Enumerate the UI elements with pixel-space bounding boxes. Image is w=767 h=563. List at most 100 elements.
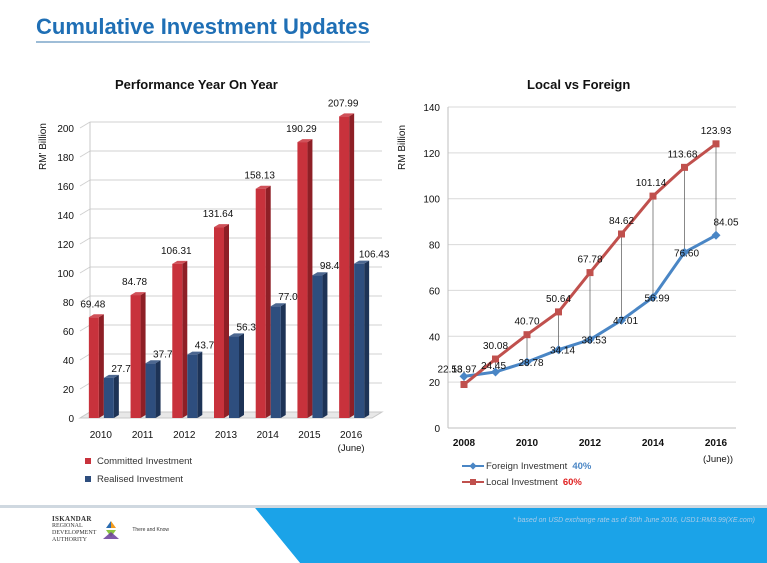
bar-ytick-label: 180 bbox=[57, 153, 74, 164]
bar-ytick-label: 200 bbox=[57, 124, 74, 135]
foreign-share: 40% bbox=[572, 460, 592, 472]
local-data-label: 113.68 bbox=[668, 149, 698, 160]
local-data-label: 50.64 bbox=[546, 294, 571, 305]
foreign-point bbox=[522, 357, 532, 367]
bar-ytick-label: 120 bbox=[57, 240, 74, 251]
realised-bar-side bbox=[197, 351, 203, 418]
line-ytick-label: 20 bbox=[429, 378, 441, 389]
local-point bbox=[681, 163, 688, 171]
line-ytick-label: 80 bbox=[429, 241, 441, 252]
bar-xtick-label: 2013 bbox=[215, 430, 238, 441]
committed-swatch bbox=[85, 458, 91, 464]
committed-bar-top bbox=[297, 139, 313, 143]
realised-bar-side bbox=[364, 260, 370, 418]
realised-bar-side bbox=[322, 272, 328, 418]
realised-data-label: 56.32 bbox=[236, 322, 261, 333]
bar-xtick-sublabel: (June) bbox=[338, 443, 365, 454]
bar-xtick-label: 2014 bbox=[257, 430, 280, 441]
committed-bar-top bbox=[130, 292, 146, 296]
bar-xtick-label: 2012 bbox=[173, 430, 196, 441]
realised-data-label: 37.75 bbox=[153, 349, 178, 360]
legend-item-foreign: Foreign Investment 40% bbox=[462, 458, 591, 474]
committed-bar-side bbox=[182, 260, 188, 418]
page-title: Cumulative Investment Updates bbox=[36, 14, 370, 39]
local-point bbox=[523, 331, 531, 339]
line-xtick-label: 2014 bbox=[642, 438, 665, 449]
realised-bar bbox=[354, 263, 365, 418]
foreign-point bbox=[617, 315, 626, 325]
realised-swatch bbox=[85, 476, 91, 482]
foreign-data-label: 76.60 bbox=[674, 248, 699, 259]
realised-bar-top bbox=[312, 272, 328, 276]
local-data-label: 101.14 bbox=[636, 178, 667, 189]
committed-bar-top bbox=[172, 260, 188, 264]
line-xtick-label: 2008 bbox=[453, 438, 476, 449]
realised-bar bbox=[145, 363, 156, 418]
foreign-point bbox=[648, 292, 658, 302]
foreign-point bbox=[585, 335, 595, 345]
bar-chart-title: Performance Year On Year bbox=[115, 77, 278, 92]
bar-grid-side bbox=[79, 324, 91, 332]
realised-data-label: 43.70 bbox=[195, 341, 220, 352]
local-point bbox=[712, 140, 720, 148]
logo-subtitle-2: DEVELOPMENT bbox=[52, 530, 97, 536]
committed-data-label: 190.29 bbox=[286, 124, 317, 135]
logo-subtitle-1: REGIONAL bbox=[52, 523, 83, 529]
logo-mark-icon bbox=[103, 521, 120, 539]
committed-data-label: 69.48 bbox=[80, 299, 105, 310]
committed-bar-side bbox=[307, 139, 313, 418]
bar-grid-side bbox=[79, 382, 91, 390]
committed-bar-side bbox=[140, 292, 146, 418]
local-share: 60% bbox=[562, 476, 582, 488]
bar-ytick-label: 80 bbox=[63, 298, 75, 309]
realised-bar bbox=[270, 306, 281, 418]
foreign-data-label: 84.05 bbox=[713, 217, 738, 228]
footer-divider bbox=[0, 505, 767, 508]
bar-grid-side bbox=[79, 179, 91, 187]
bar-ytick-label: 140 bbox=[57, 211, 74, 222]
bar-ytick-label: 20 bbox=[63, 385, 75, 396]
foreign-point bbox=[711, 230, 721, 240]
realised-bar-side bbox=[113, 374, 119, 418]
committed-bar-side bbox=[349, 113, 355, 419]
foreign-point bbox=[491, 367, 500, 377]
bar-ytick-label: 40 bbox=[63, 356, 75, 367]
committed-bar-side bbox=[265, 185, 271, 418]
line-chart-legend: Foreign Investment 40% Local Investment … bbox=[462, 458, 591, 490]
legend-item-local: Local Investment 60% bbox=[462, 474, 591, 490]
realised-data-label: 98.47 bbox=[320, 261, 345, 272]
footnote: * based on USD exchange rate as of 30th … bbox=[512, 517, 755, 524]
foreign-data-label: 38.53 bbox=[581, 336, 606, 347]
bar-xtick-label: 2016 bbox=[340, 430, 363, 441]
charts-canvas: 02040608010012014016018020069.4827.70201… bbox=[57, 98, 739, 465]
realised-bar bbox=[312, 275, 323, 418]
legend-label-realised: Realised Investment bbox=[97, 473, 184, 485]
bar-xtick-label: 2011 bbox=[132, 430, 154, 441]
bar-grid-side bbox=[79, 353, 91, 361]
realised-bar-top bbox=[103, 374, 119, 378]
line-ytick-label: 140 bbox=[423, 103, 440, 114]
bar-grid-side bbox=[79, 121, 91, 129]
foreign-data-label: 47.01 bbox=[613, 316, 638, 327]
line-chart-title: Local vs Foreign bbox=[527, 77, 631, 92]
local-data-label: 40.70 bbox=[514, 317, 539, 328]
committed-bar-top bbox=[255, 185, 271, 189]
title-underline bbox=[36, 41, 370, 43]
committed-bar bbox=[214, 227, 224, 418]
committed-bar-top bbox=[214, 224, 229, 228]
bar-grid-side bbox=[79, 237, 91, 245]
foreign-data-label: 22.53 bbox=[437, 364, 462, 375]
bar-xtick-label: 2015 bbox=[298, 430, 321, 441]
committed-bar bbox=[255, 188, 266, 418]
footer-band bbox=[0, 508, 767, 563]
realised-bar-side bbox=[239, 333, 244, 418]
iskandar-logo: ISKANDAR REGIONAL DEVELOPMENT AUTHORITY … bbox=[52, 516, 169, 544]
line-xtick-sublabel: (June)) bbox=[703, 454, 733, 465]
local-data-label: 30.08 bbox=[483, 341, 508, 352]
realised-bar-top bbox=[187, 351, 203, 355]
realised-bar-top bbox=[229, 333, 244, 337]
legend-item-realised: Realised Investment bbox=[85, 471, 192, 487]
bar-ytick-label: 160 bbox=[57, 182, 74, 193]
realised-bar-top bbox=[270, 303, 286, 307]
local-data-label: 123.93 bbox=[701, 126, 732, 137]
